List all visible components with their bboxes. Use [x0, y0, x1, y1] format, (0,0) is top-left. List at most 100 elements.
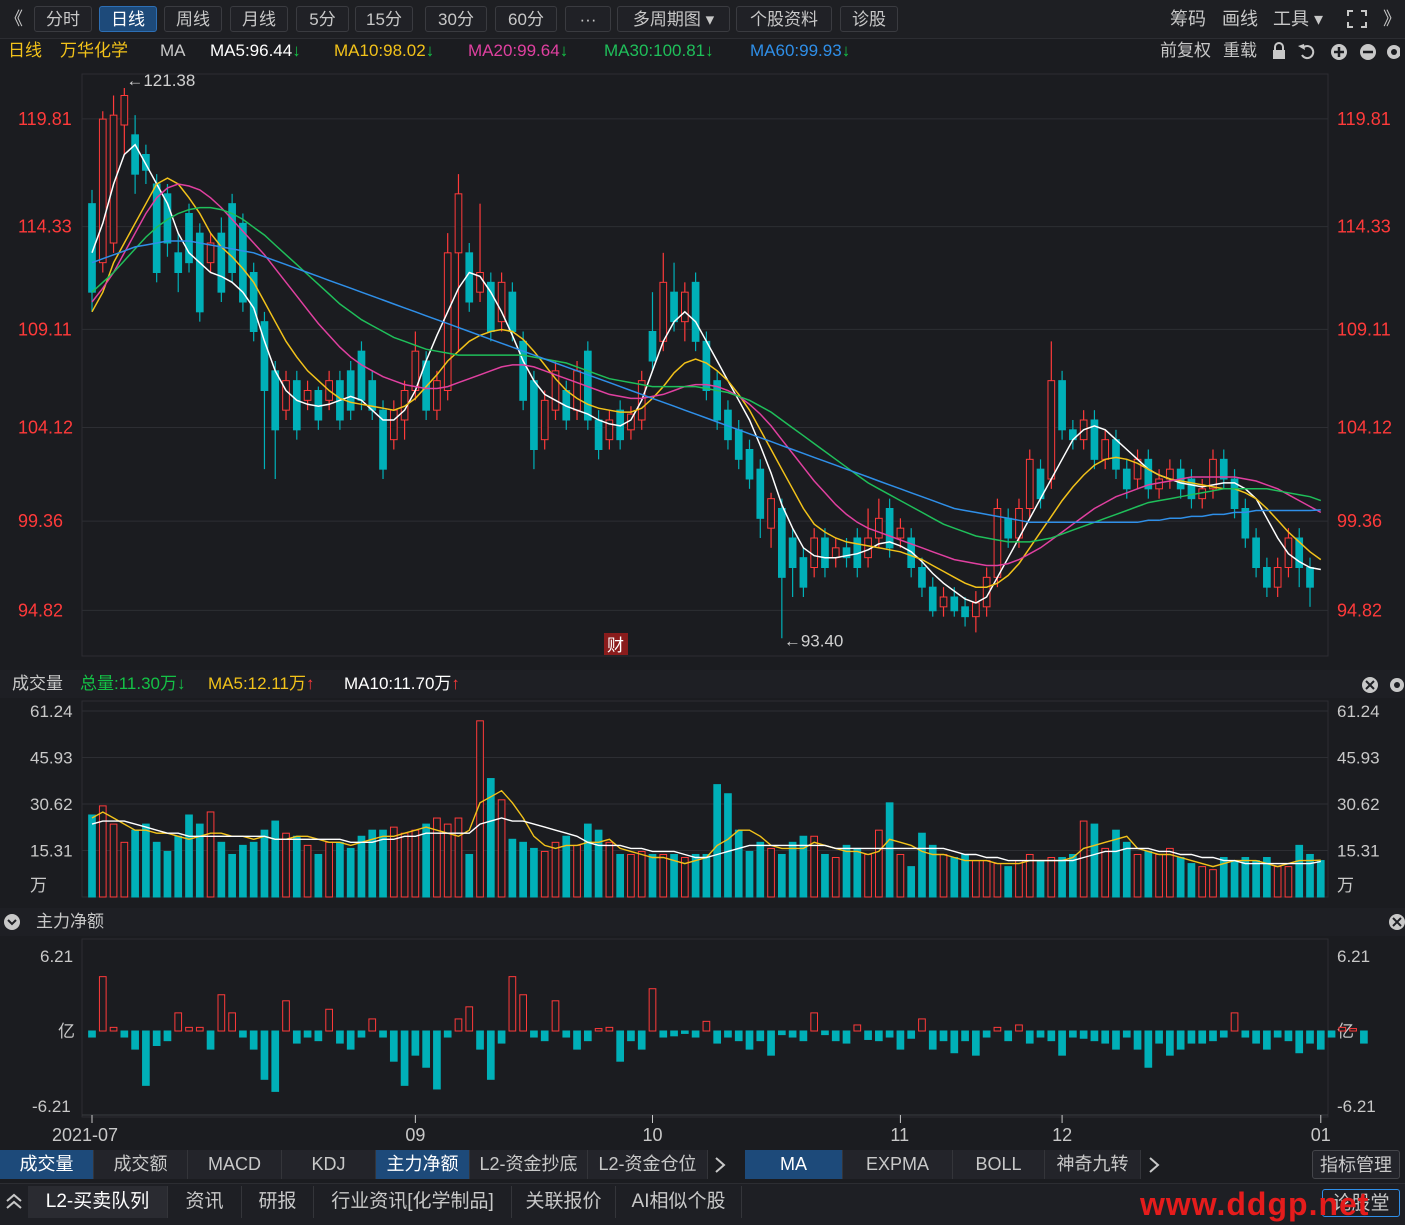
netflow-bar [562, 1030, 571, 1038]
overlay-tab[interactable]: EXPMA [843, 1150, 953, 1179]
volume-bar [303, 844, 312, 898]
candle-body [292, 380, 301, 431]
netflow-bar [239, 1030, 247, 1038]
price-chart[interactable]: 119.81 119.81 114.33 114.33 109.11 109.11 104.… [0, 66, 1405, 666]
adjust-mode[interactable]: 前复权 [1160, 41, 1211, 60]
candle-body [605, 419, 614, 441]
indicator-tab[interactable]: 成交额 [94, 1150, 188, 1179]
indicator-tab[interactable]: 成交量 [0, 1150, 94, 1179]
candle-body [282, 380, 290, 411]
candle-body [573, 370, 581, 411]
volume-bar [950, 857, 959, 898]
bottom-tab[interactable]: AI相似个股 [616, 1186, 742, 1218]
volume-bar [497, 799, 506, 898]
volume-ma5: MA5:12.11万↑ [208, 674, 315, 693]
volume-bar [1015, 860, 1023, 898]
netflow-bar [767, 1030, 775, 1056]
low-marker: ←93.40 [784, 631, 844, 650]
indicator-tab[interactable]: 主力净额 [376, 1150, 470, 1179]
expand-up-icon[interactable] [4, 1192, 24, 1212]
finance-badge-bg[interactable] [604, 633, 628, 655]
candle-body [228, 203, 236, 274]
period-tab[interactable]: 30分 [425, 6, 487, 32]
netflow-chart[interactable]: 6.21 6.21 亿 亿 -6.21 -6.21 2021-07 09 10 11 12 01 [0, 937, 1405, 1149]
candle-body [1025, 458, 1034, 510]
indicator-tab[interactable]: L2-资金抄底 [470, 1150, 588, 1179]
candle-body [810, 537, 819, 568]
chevron-right-icon[interactable] [712, 1156, 728, 1174]
netflow-bar [1166, 1030, 1174, 1056]
indicator-tab[interactable]: KDJ [282, 1150, 376, 1179]
period-label: 日线 [8, 41, 42, 60]
ma-label[interactable]: MA [160, 41, 186, 60]
period-tab[interactable]: 月线 [230, 6, 288, 32]
netflow-bar [1273, 1030, 1282, 1038]
period-tab[interactable]: 诊股 [840, 6, 898, 32]
volume-title[interactable]: 成交量 [12, 674, 63, 693]
period-tab[interactable]: 日线 [99, 6, 157, 32]
collapse-icon[interactable] [3, 913, 21, 931]
netflow-bar [896, 1030, 905, 1050]
bottom-tab[interactable]: 行业资讯[化学制品] [314, 1186, 512, 1218]
bottom-tab[interactable]: 关联报价 [512, 1186, 616, 1218]
indicator-tab[interactable]: MACD [188, 1150, 282, 1179]
period-tab[interactable]: 60分 [495, 6, 557, 32]
fullscreen-icon[interactable] [1346, 9, 1368, 29]
volume-bar [88, 814, 96, 898]
x-axis-label: 10 [642, 1125, 662, 1145]
volume-bar [1155, 853, 1163, 898]
volume-bar [788, 841, 797, 898]
nav-forward-icon[interactable]: 》 [1383, 9, 1401, 29]
overlay-tab[interactable]: 神奇九转 [1045, 1150, 1141, 1179]
volume-bar [767, 847, 775, 898]
period-tab[interactable]: 周线 [164, 6, 222, 32]
volume-bar [1219, 857, 1228, 898]
volume-bar [659, 853, 668, 898]
volume-bar [756, 841, 765, 898]
draw-line-button[interactable]: 画线 [1222, 9, 1258, 29]
bottom-tab[interactable]: L2-买卖队列 [28, 1186, 168, 1218]
candle-body [939, 596, 948, 608]
candle-body [961, 606, 969, 618]
forum-button[interactable]: 论股堂 [1322, 1189, 1400, 1217]
volume-bar [249, 841, 258, 898]
volume-bar [379, 829, 387, 898]
period-tab[interactable]: 5分 [296, 6, 349, 32]
volume-bar [562, 835, 571, 898]
volume-chart[interactable]: 61.24 61.24 45.93 45.93 30.62 30.62 15.31 15.31… [0, 699, 1405, 904]
overlay-tab[interactable]: BOLL [953, 1150, 1045, 1179]
netflow-bar [702, 1020, 711, 1032]
period-tab[interactable]: 多周期图 ▾ [617, 6, 730, 32]
bottom-tab[interactable]: 资讯 [168, 1186, 242, 1218]
volume-bar [422, 823, 430, 898]
bottom-tab[interactable]: 研报 [242, 1186, 314, 1218]
netflow-bar [465, 1006, 474, 1032]
undo-icon [1298, 44, 1315, 60]
netflow-title[interactable]: 主力净额 [36, 912, 104, 931]
volume-bar [670, 853, 678, 898]
chips-button[interactable]: 筹码 [1170, 9, 1206, 29]
chevron-right-icon[interactable] [1146, 1156, 1162, 1174]
candle-body [142, 154, 150, 171]
reload-button[interactable]: 重载 [1223, 41, 1257, 60]
nav-back-icon[interactable]: 《 [5, 9, 23, 29]
period-tab[interactable]: 分时 [34, 6, 92, 32]
period-tab[interactable]: 个股资料 [736, 6, 832, 32]
netflow-bar [627, 1030, 635, 1042]
ma-line-ma30 [91, 206, 1322, 543]
price-axis-label: 109.11 [18, 319, 72, 339]
close-icon[interactable] [1388, 913, 1405, 931]
netflow-bar [1198, 1030, 1207, 1044]
netflow-bar [303, 1030, 312, 1038]
period-tab[interactable]: 15分 [355, 6, 413, 32]
finance-badge[interactable]: 财 [607, 636, 624, 655]
volume-bar [314, 853, 323, 898]
tools-button[interactable]: 工具 ▾ [1273, 9, 1324, 29]
period-tab[interactable]: ··· [565, 6, 611, 32]
indicator-tab[interactable]: L2-资金仓位 [588, 1150, 708, 1179]
overlay-tab[interactable]: MA [745, 1150, 843, 1179]
candle-body [918, 567, 926, 588]
indicator-manage-button[interactable]: 指标管理 [1312, 1150, 1400, 1179]
netflow-bar [486, 1030, 495, 1080]
volume-bar [400, 832, 409, 898]
